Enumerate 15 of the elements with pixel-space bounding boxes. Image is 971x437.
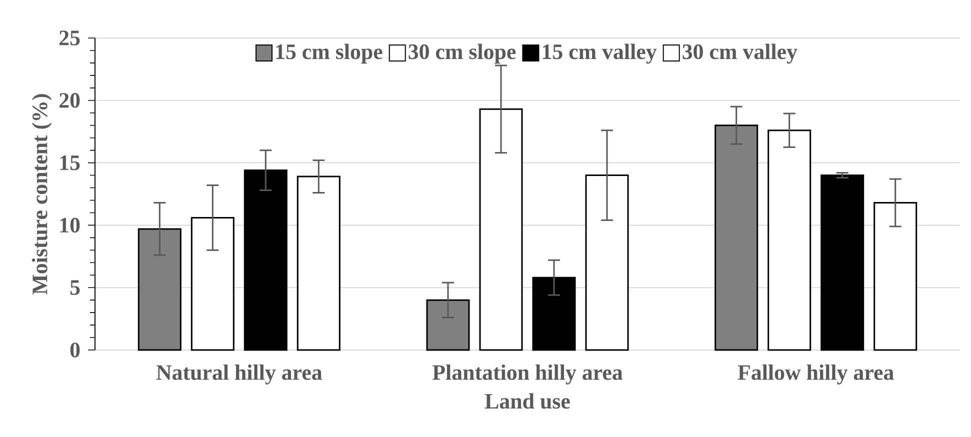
legend-label: 15 cm slope <box>276 44 382 64</box>
y-tick-label: 15 <box>60 155 80 170</box>
legend-label: 30 cm valley <box>682 44 798 64</box>
y-tick-label: 20 <box>60 93 80 108</box>
legend-label: 30 cm slope <box>408 44 516 64</box>
y-tick-label: 10 <box>60 218 80 233</box>
y-axis-title: Moisture content (%) <box>32 94 52 294</box>
x-tick-label: Plantation hilly area <box>432 364 623 384</box>
x-axis-title: Land use <box>484 393 570 409</box>
x-tick-label: Natural hilly area <box>156 364 322 384</box>
y-tick-label: 0 <box>70 342 80 358</box>
y-tick-label: 25 <box>60 30 80 46</box>
y-tick-label: 5 <box>70 280 80 295</box>
x-tick-label: Fallow hilly area <box>738 364 894 384</box>
legend-label: 15 cm valley <box>542 44 657 64</box>
